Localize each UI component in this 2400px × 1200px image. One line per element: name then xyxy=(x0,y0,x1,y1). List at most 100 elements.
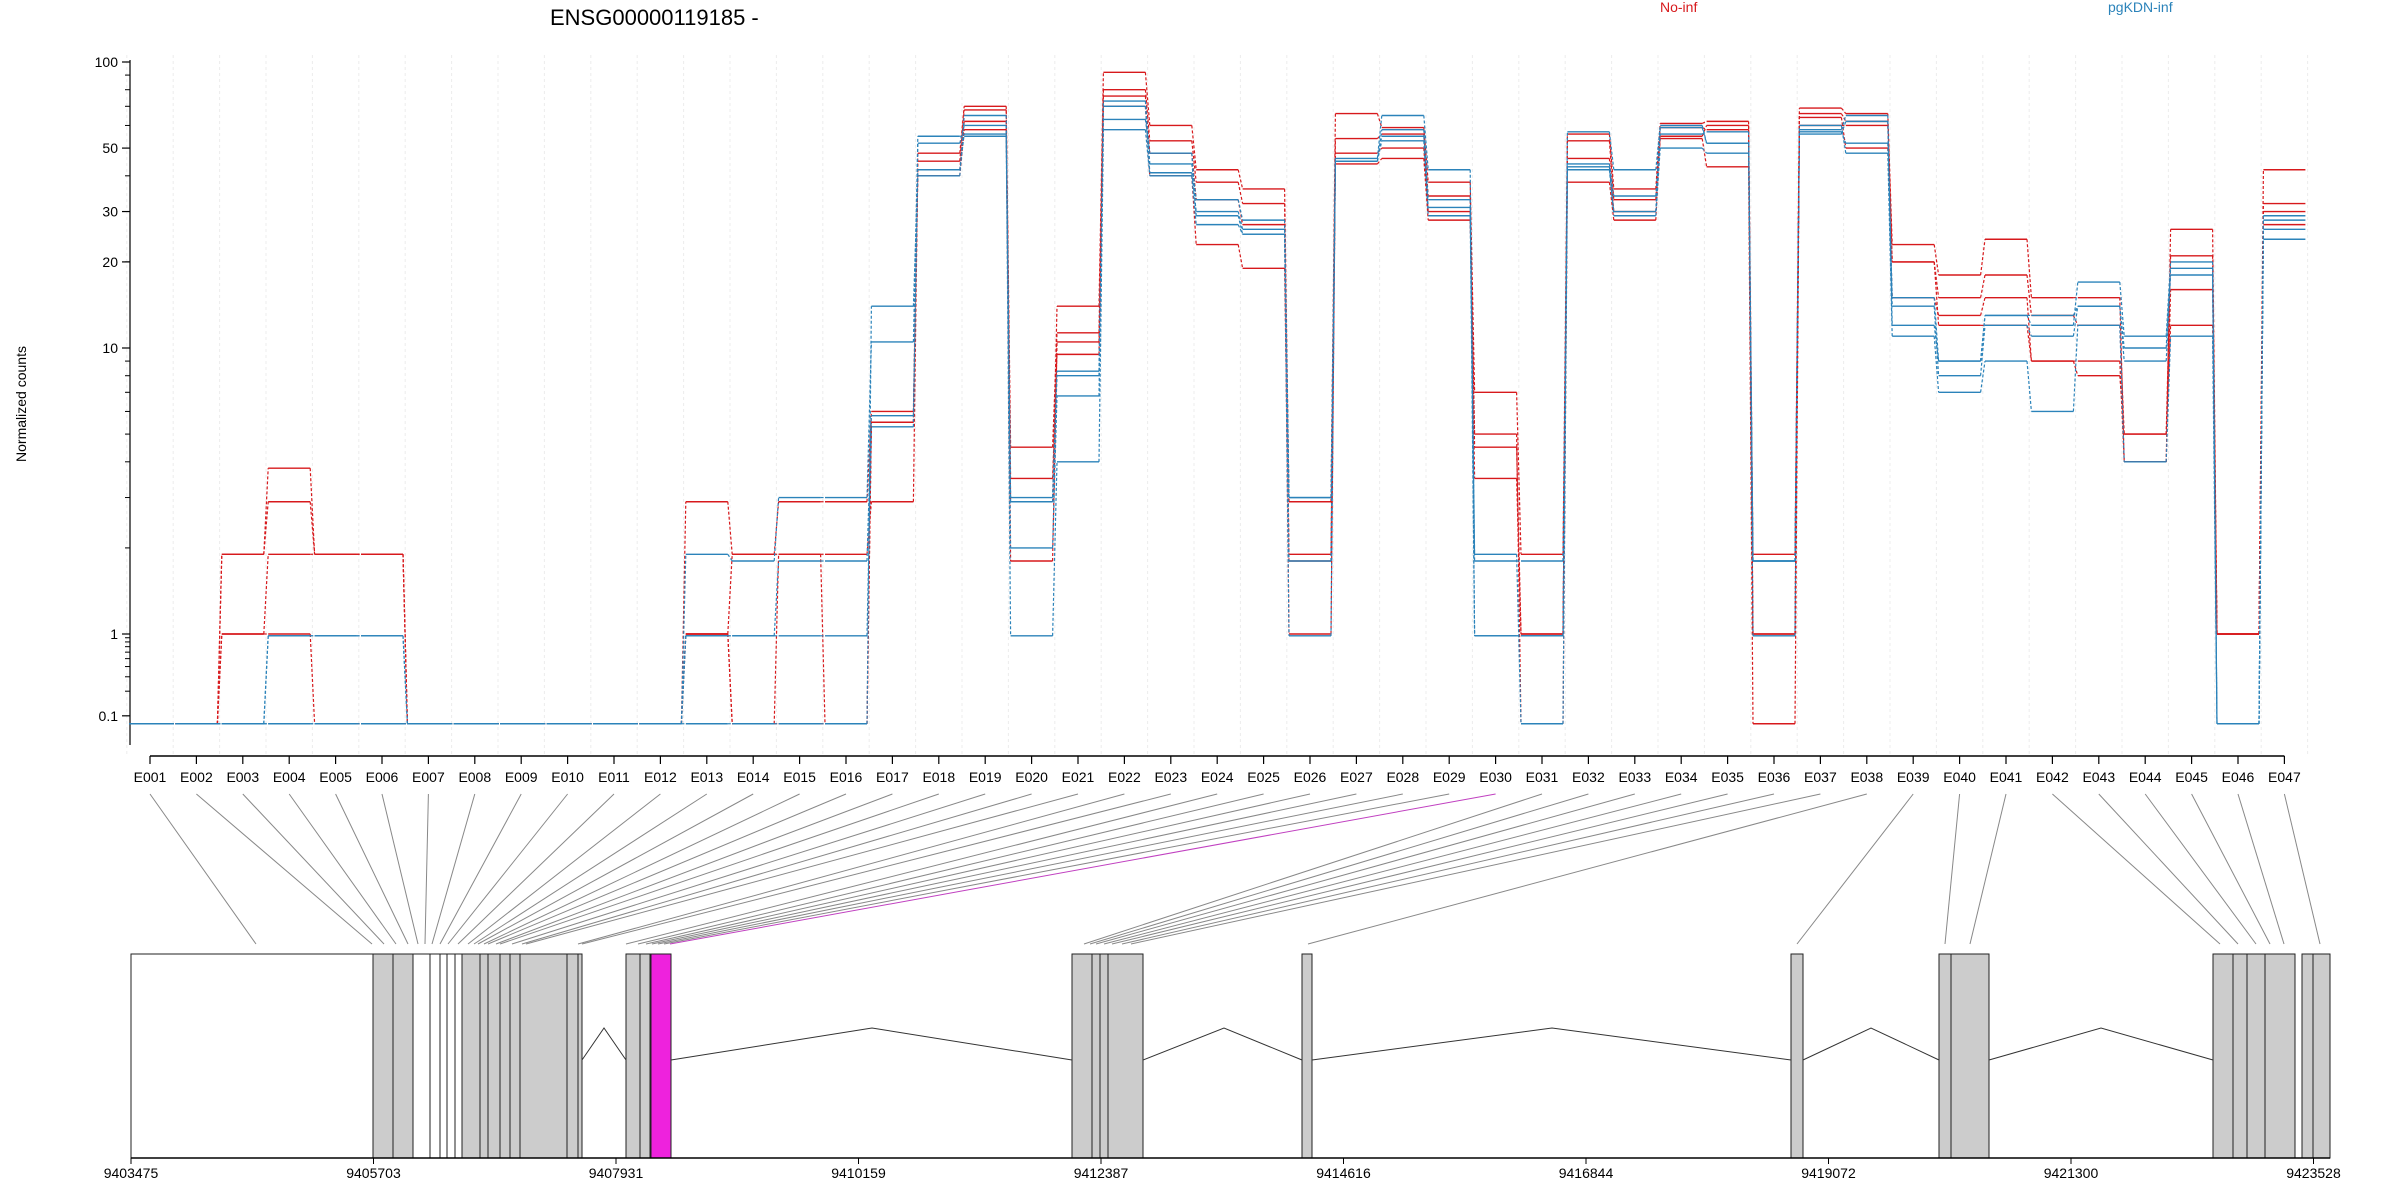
exon-block xyxy=(2232,953,2248,1159)
series-connector xyxy=(1191,175,1197,225)
series-connector xyxy=(1933,306,1940,376)
exon-block xyxy=(2246,953,2266,1159)
x-tick-label: E034 xyxy=(1665,769,1698,785)
x-tick-label: E024 xyxy=(1201,769,1234,785)
series-connector xyxy=(1701,125,1708,144)
exon-connector xyxy=(2052,793,2221,945)
exon-connector xyxy=(1111,793,1728,945)
series-connector xyxy=(216,554,223,724)
exon-connector xyxy=(335,793,409,945)
exon-block xyxy=(487,953,501,1159)
exon-block xyxy=(1950,953,1990,1159)
exon-connector xyxy=(424,793,429,945)
series-no-inf xyxy=(129,105,2306,725)
series-connector xyxy=(1655,148,1661,216)
series-connector xyxy=(1980,361,1986,393)
y-tick-label: 100 xyxy=(95,54,119,70)
series-connector xyxy=(1052,461,1058,636)
series-connector xyxy=(959,106,965,154)
exon-connector xyxy=(487,793,847,945)
exon-block xyxy=(566,953,579,1159)
series-connector xyxy=(1376,115,1383,159)
series-connector xyxy=(2026,325,2032,362)
series-connector xyxy=(1516,392,1522,555)
exon-block xyxy=(1091,953,1101,1159)
exon-connector xyxy=(1121,793,1775,945)
series-connector xyxy=(402,554,408,724)
series-connector xyxy=(263,501,269,555)
y-axis: 100 50 30 20 10 1 0.1 xyxy=(95,54,131,745)
series-connector xyxy=(1608,131,1615,170)
exon-connector xyxy=(499,793,939,945)
exon-block xyxy=(479,953,489,1159)
exon-connector xyxy=(196,793,373,945)
series-connector xyxy=(1005,136,1012,636)
coordinate-label: 9416844 xyxy=(1559,1165,1614,1181)
exon-block xyxy=(412,953,431,1159)
series-connector xyxy=(2072,306,2079,337)
exon-connector xyxy=(637,793,1264,945)
series-connector xyxy=(1516,447,1522,635)
x-axis: E001 E002 E003 E004 E005 E006 E007 E008 E009 E010… xyxy=(134,755,2301,785)
series-connector xyxy=(1469,215,1476,636)
series-connector xyxy=(2212,268,2218,724)
x-tick-label: E005 xyxy=(319,769,352,785)
series-connector xyxy=(1144,106,1151,173)
intron-line xyxy=(1142,1027,1303,1061)
series-connector xyxy=(912,161,919,502)
x-tick-label: E030 xyxy=(1479,769,1512,785)
x-tick-label: E042 xyxy=(2036,769,2069,785)
series-connector xyxy=(1516,554,1522,724)
series-connector xyxy=(1701,125,1708,137)
exon-block xyxy=(639,953,651,1159)
exon-connector xyxy=(663,793,1450,945)
exon-block xyxy=(1071,953,1093,1159)
series-connector xyxy=(1191,125,1197,170)
exon-connector xyxy=(657,793,1403,945)
exon-block xyxy=(429,953,441,1159)
x-tick-label: E012 xyxy=(644,769,677,785)
coordinate-label: 9421300 xyxy=(2044,1165,2099,1181)
series-connector xyxy=(2165,274,2172,362)
exon-connector xyxy=(2191,793,2271,945)
series-connector xyxy=(866,415,872,562)
series-connector xyxy=(1608,158,1615,212)
coordinate-label: 9414616 xyxy=(1316,1165,1371,1181)
series-connector xyxy=(1052,395,1058,548)
chart-title: ENSG00000119185 - xyxy=(550,5,759,30)
exon-block xyxy=(625,953,641,1159)
series-connector xyxy=(1933,336,1940,393)
series-connector xyxy=(1423,140,1429,216)
x-tick-label: E013 xyxy=(690,769,723,785)
intron-line xyxy=(1802,1027,1940,1061)
series-connector xyxy=(1980,325,1986,376)
x-tick-label: E018 xyxy=(922,769,955,785)
series-connector xyxy=(1655,127,1661,212)
series-connector xyxy=(2072,305,2079,316)
x-tick-label: E008 xyxy=(458,769,491,785)
series-connector xyxy=(1562,169,1568,636)
series-connector xyxy=(2119,306,2125,362)
exon-block xyxy=(2264,953,2296,1159)
x-tick-label: E047 xyxy=(2268,769,2301,785)
series-connector xyxy=(2165,229,2172,462)
series-connector xyxy=(1237,244,1244,269)
series-connector xyxy=(1608,182,1615,221)
exon-block xyxy=(392,953,414,1159)
series-connector xyxy=(1376,113,1383,128)
series-connector xyxy=(727,501,733,555)
x-tick-label: E027 xyxy=(1340,769,1373,785)
exon-block xyxy=(130,953,374,1159)
series-connector xyxy=(1376,140,1383,162)
x-tick-label: E001 xyxy=(134,769,167,785)
exon-connector xyxy=(1130,793,1821,945)
exon-connector xyxy=(473,793,708,945)
vertical-gridlines xyxy=(126,55,2309,755)
series-connector xyxy=(773,497,780,562)
y-tick-label: 20 xyxy=(102,254,118,270)
series-connector xyxy=(1933,244,1940,276)
series-connector xyxy=(1330,161,1336,498)
x-tick-label: E037 xyxy=(1804,769,1837,785)
coordinate-label: 9412387 xyxy=(1074,1165,1129,1181)
series-connector xyxy=(912,169,919,416)
